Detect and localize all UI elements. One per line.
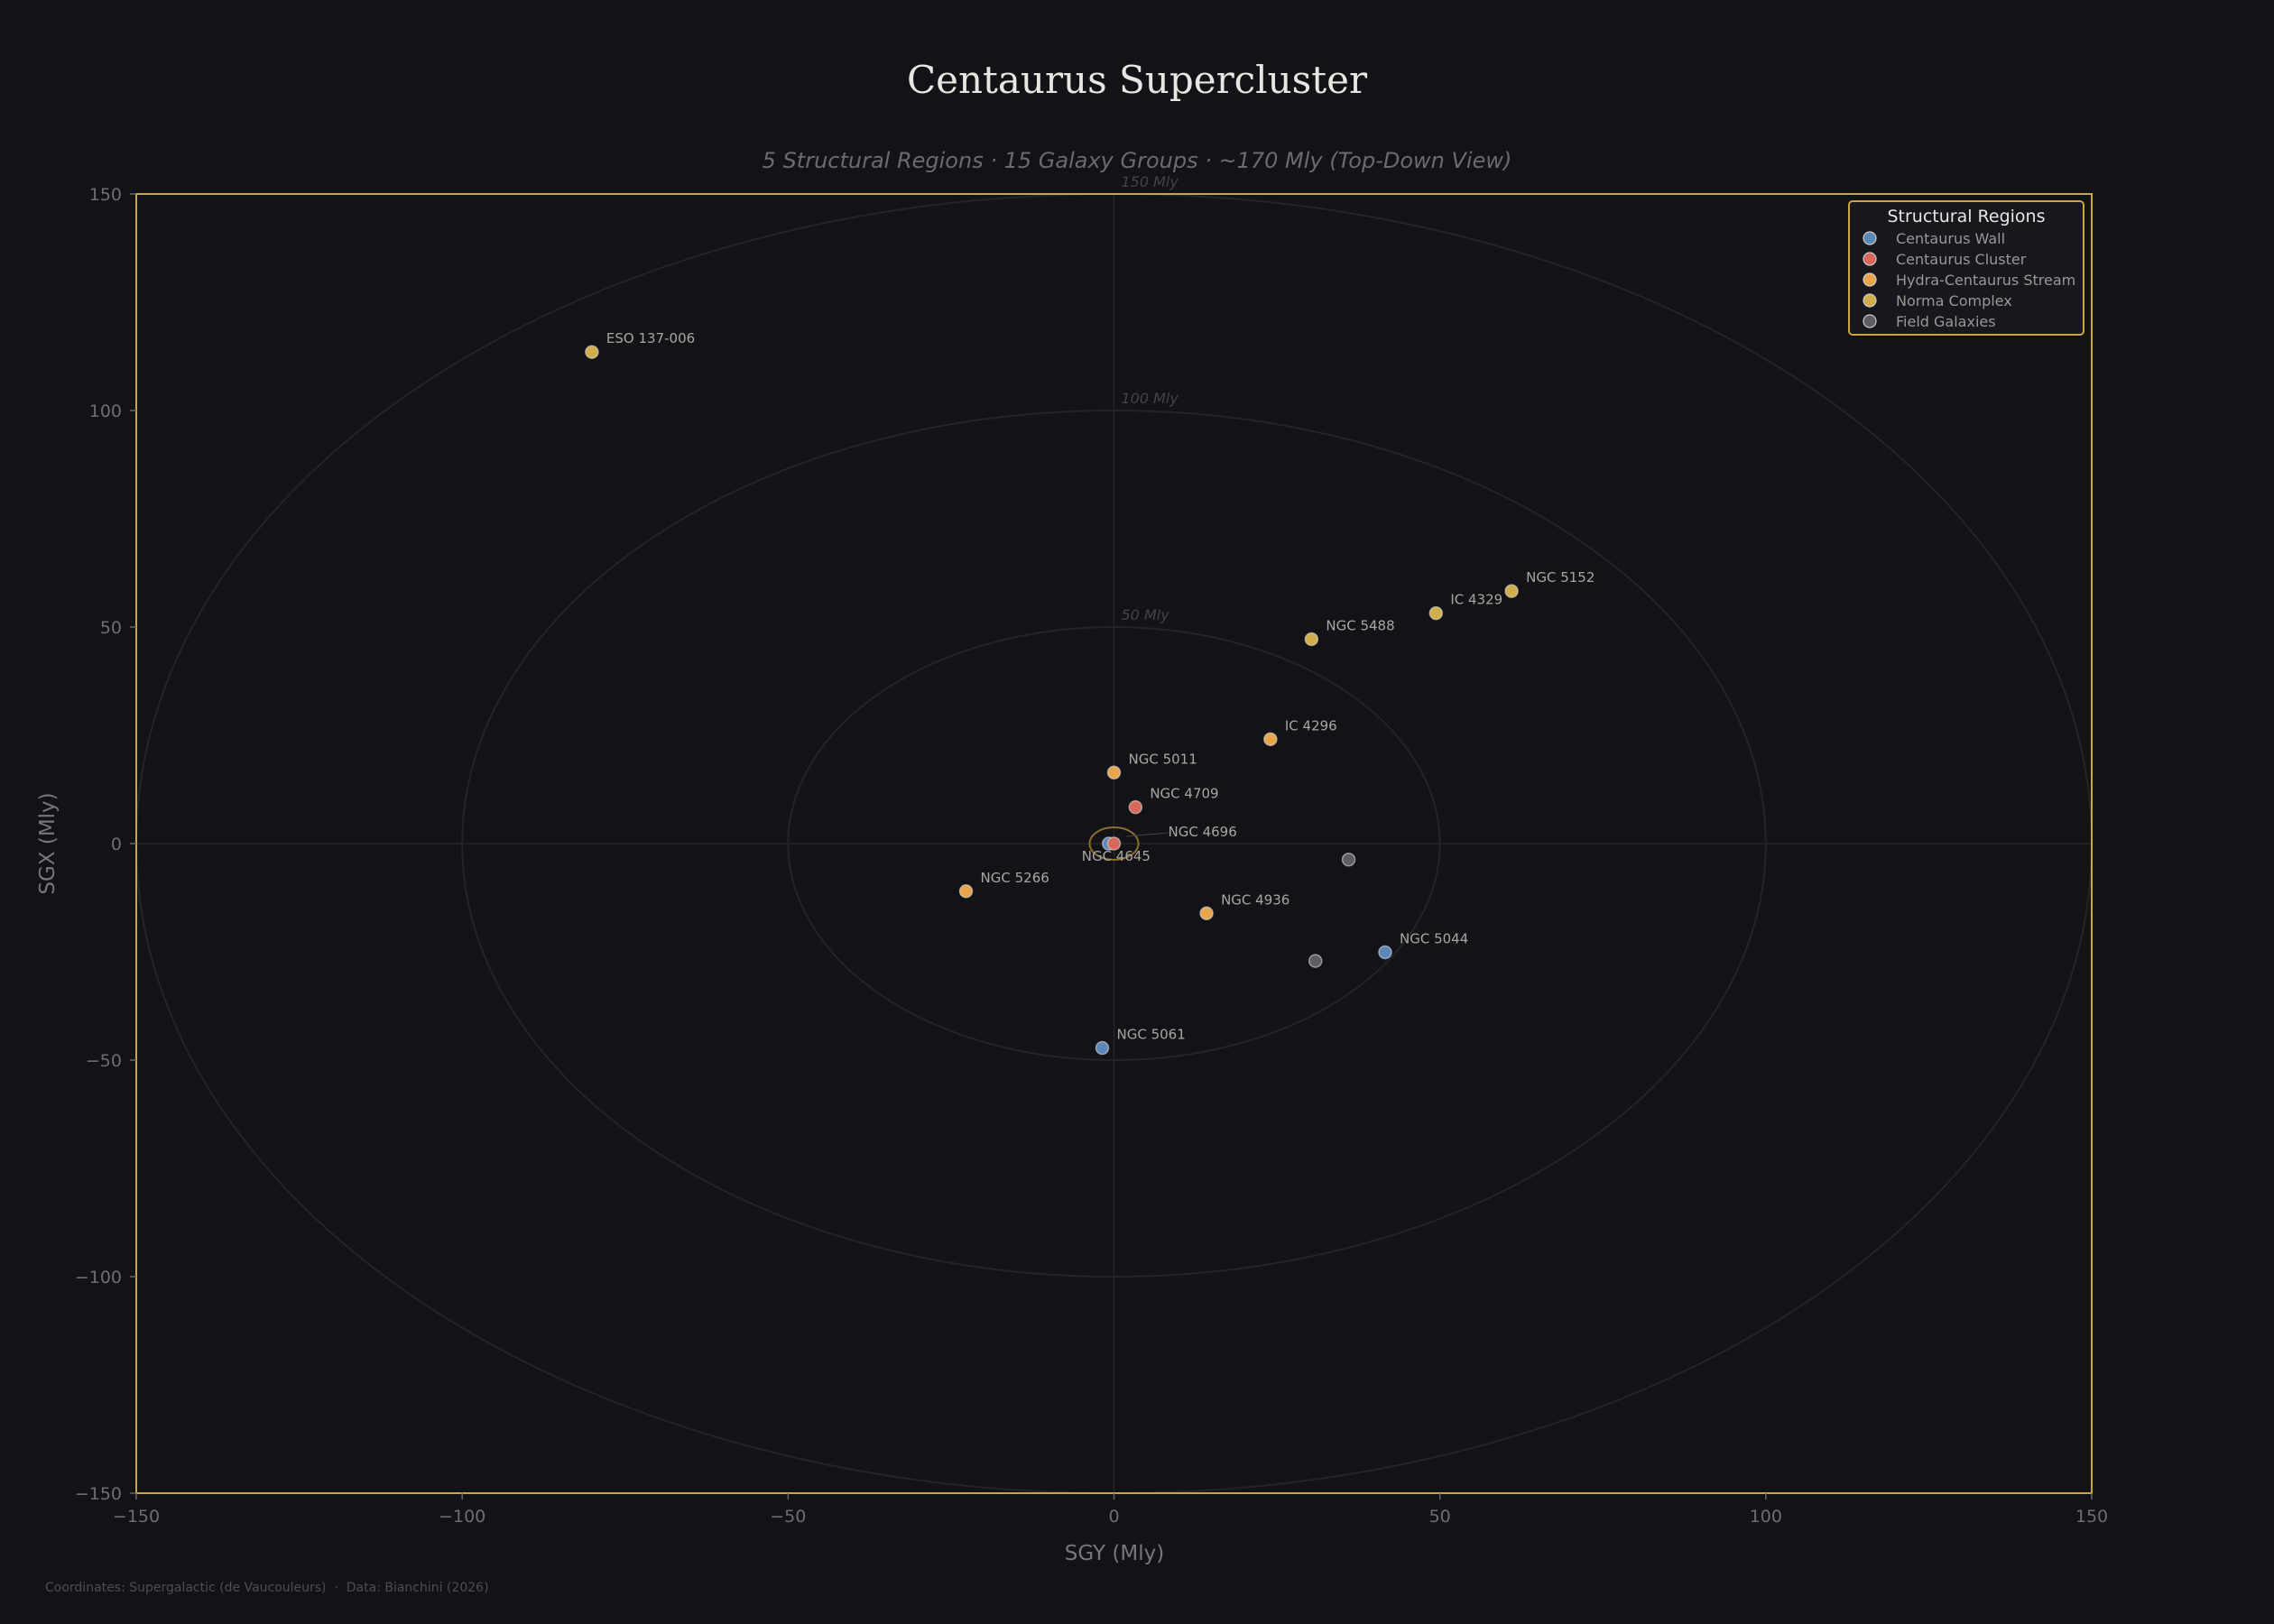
legend-title: Structural Regions	[1887, 207, 2045, 226]
legend-marker	[1863, 231, 1877, 245]
galaxy-point	[1378, 945, 1392, 960]
ring-label: 50 Mly	[1122, 606, 1170, 623]
point-label: NGC 4709	[1150, 786, 1218, 802]
y-tick-label: 100	[89, 401, 122, 421]
x-tick-label: 100	[1750, 1507, 1782, 1527]
point-label: NGC 5488	[1326, 617, 1394, 633]
chart-subtitle: 5 Structural Regions · 15 Galaxy Groups …	[763, 148, 1512, 173]
y-tick-label: −150	[75, 1484, 122, 1504]
point-label: NGC 5011	[1129, 751, 1197, 767]
galaxy-point	[1341, 853, 1356, 867]
legend-marker	[1863, 272, 1877, 287]
cluster-core-marker	[1088, 826, 1140, 861]
y-tick-label: −100	[75, 1268, 122, 1287]
galaxy-point	[1308, 954, 1323, 968]
galaxy-point	[1128, 799, 1143, 815]
legend-entry: Centaurus Wall	[1896, 230, 2005, 247]
distance-ring	[461, 410, 1767, 1278]
distance-ring	[787, 626, 1441, 1061]
legend-marker	[1863, 252, 1877, 266]
x-tick-label: 50	[1429, 1507, 1451, 1527]
legend-entry: Norma Complex	[1896, 292, 2012, 309]
point-label: NGC 4696	[1169, 824, 1237, 840]
label-leader-line	[1126, 832, 1169, 837]
footer-note: Coordinates: Supergalactic (de Vaucouleu…	[45, 1581, 489, 1595]
x-tick-label: −50	[770, 1507, 806, 1527]
x-axis-label: SGY (Mly)	[1065, 1542, 1164, 1565]
y-tick-label: −50	[86, 1051, 122, 1071]
ring-label: 100 Mly	[1122, 390, 1179, 407]
chart-title: Centaurus Supercluster	[907, 58, 1368, 102]
ring-label: 150 Mly	[1122, 173, 1179, 190]
point-label: ESO 137-006	[606, 330, 695, 346]
legend-entry: Hydra-Centaurus Stream	[1896, 272, 2075, 289]
point-label: NGC 4645	[1082, 848, 1151, 864]
legend-marker	[1863, 314, 1877, 328]
point-label: IC 4329	[1450, 592, 1502, 608]
legend-box	[1848, 200, 2084, 336]
galaxy-point	[958, 884, 974, 899]
point-label: NGC 4936	[1221, 891, 1290, 908]
x-tick-label: −150	[113, 1507, 160, 1527]
galaxy-point	[1095, 1040, 1110, 1056]
point-label: IC 4296	[1285, 717, 1337, 734]
point-label: NGC 5044	[1400, 930, 1468, 946]
x-tick-label: −100	[439, 1507, 485, 1527]
y-tick-label: 150	[89, 185, 122, 205]
legend-entry: Centaurus Cluster	[1896, 251, 2027, 268]
galaxy-point	[1304, 632, 1319, 647]
point-label: NGC 5266	[981, 870, 1049, 886]
galaxy-point	[1106, 836, 1122, 851]
x-tick-label: 0	[1108, 1507, 1119, 1527]
x-tick-label: 150	[2075, 1507, 2108, 1527]
y-tick-label: 0	[111, 835, 122, 854]
y-axis-label: SGX (Mly)	[36, 792, 60, 894]
galaxy-point	[1504, 584, 1519, 598]
point-label: NGC 5061	[1116, 1027, 1185, 1043]
point-label: NGC 5152	[1526, 569, 1595, 586]
y-tick-label: 50	[100, 618, 122, 638]
legend-entry: Field Galaxies	[1896, 313, 1996, 330]
galaxy-point	[585, 345, 599, 359]
galaxy-point	[1263, 732, 1278, 747]
legend-marker	[1863, 293, 1877, 308]
galaxy-point	[1199, 906, 1214, 921]
galaxy-point	[1106, 765, 1122, 780]
galaxy-point	[1428, 605, 1444, 621]
